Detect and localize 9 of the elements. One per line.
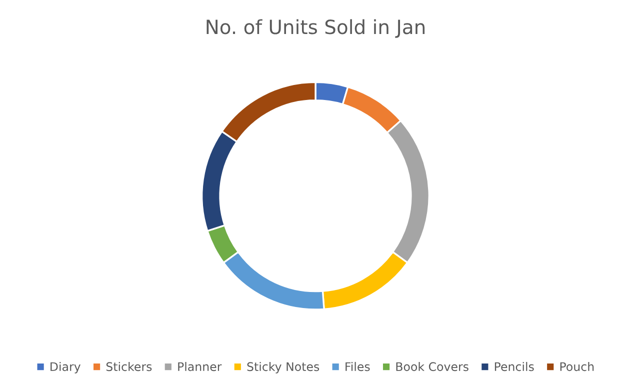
legend-label: Pouch: [560, 362, 594, 372]
legend-label: Sticky Notes: [247, 362, 320, 374]
legend-label: Book Covers: [396, 362, 468, 372]
legend-label: Stickers: [106, 362, 152, 372]
chart-title: No. of Units Sold in Jan: [206, 19, 425, 38]
legend-label: Files: [346, 362, 370, 372]
legend-label: Diary: [50, 362, 80, 374]
legend-label: Planner: [178, 362, 222, 372]
legend-label: Pencils: [494, 362, 534, 372]
